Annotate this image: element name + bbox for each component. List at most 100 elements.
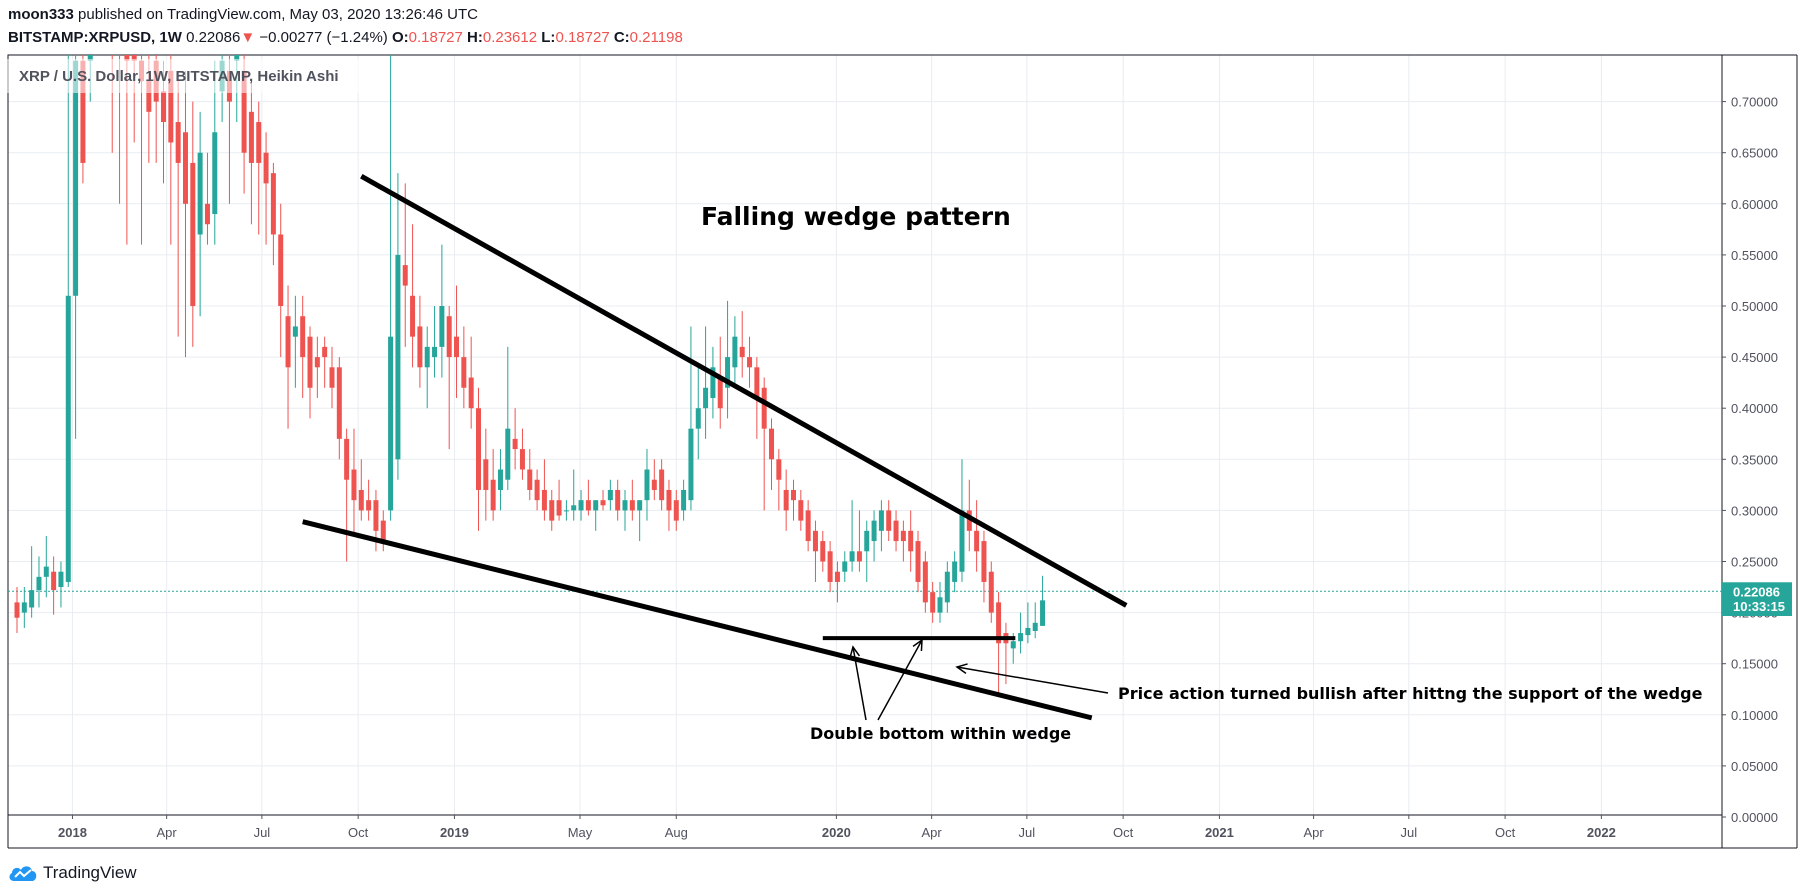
candle-down	[51, 556, 57, 615]
candle-down	[329, 346, 335, 409]
candle-body	[805, 510, 811, 542]
candle-body	[36, 576, 42, 591]
candle-up	[622, 489, 628, 531]
candle-body	[717, 377, 723, 409]
arrow-shaft	[956, 666, 1109, 694]
candle-down	[790, 479, 796, 521]
publisher-username[interactable]: moon333	[8, 6, 74, 23]
candle-down	[666, 479, 672, 531]
candle-down	[769, 418, 775, 490]
time-tick-label: Apr	[1303, 825, 1324, 840]
candle-up	[703, 326, 709, 439]
candle-body	[417, 326, 423, 368]
candle-body	[505, 428, 511, 480]
candle-body	[908, 530, 914, 552]
candle-body	[73, 60, 79, 296]
candle-body	[812, 530, 818, 552]
candle-up	[695, 367, 701, 460]
candle-down	[366, 479, 372, 521]
candle-down	[988, 561, 994, 623]
candle-body	[424, 346, 430, 368]
publisher-text: published on TradingView.com, May 03, 20…	[78, 6, 478, 23]
candle-body	[190, 162, 196, 306]
candle-body	[475, 408, 481, 490]
candle-up	[197, 111, 203, 317]
time-tick-label: 2020	[822, 825, 851, 840]
candle-body	[358, 489, 364, 511]
price-tick-label: 0.30000	[1731, 503, 1778, 518]
candle-body	[21, 602, 27, 613]
double-bottom-annotation[interactable]: Double bottom within wedge	[810, 724, 1071, 743]
candle-down	[527, 449, 533, 501]
candle-down	[534, 469, 540, 511]
candle-body	[161, 91, 167, 123]
candle-body	[922, 561, 928, 603]
candle-body	[783, 489, 789, 511]
candle-body	[351, 469, 357, 501]
candle-down	[856, 510, 862, 572]
candle-down	[827, 541, 833, 593]
candle-down	[446, 306, 452, 450]
candle-down	[805, 500, 811, 552]
bar-countdown-badge	[1722, 597, 1792, 616]
price-tick-label: 0.70000	[1731, 95, 1778, 110]
ohlc-line: BITSTAMP:XRPUSD, 1W 0.22086▼ −0.00277 (−…	[8, 29, 683, 46]
time-tick-label: Oct	[1495, 825, 1516, 840]
candle-up	[959, 459, 965, 582]
candle-down	[307, 326, 313, 419]
arrow-head	[955, 663, 968, 675]
time-tick-label: 2019	[440, 825, 469, 840]
candle-body	[659, 469, 665, 501]
candle-body	[124, 55, 130, 61]
wedge-resistance-line	[360, 174, 1128, 608]
candle-down	[461, 326, 467, 409]
candle-body	[519, 449, 525, 470]
candle-up	[424, 326, 430, 409]
candle-up	[395, 173, 401, 480]
candle-up	[864, 520, 870, 582]
candle-body	[461, 357, 467, 388]
candle-body	[58, 571, 64, 588]
candle-up	[871, 510, 877, 562]
candle-body	[1032, 622, 1038, 631]
candles	[14, 55, 1046, 695]
candle-down	[600, 489, 606, 511]
candle-body	[849, 551, 855, 562]
candle-down	[585, 479, 591, 516]
candle-body	[234, 55, 240, 61]
candle-body	[446, 316, 452, 358]
candle-body	[263, 152, 269, 184]
candle-body	[292, 326, 298, 337]
candle-down	[930, 581, 936, 623]
candle-body	[65, 295, 71, 582]
tradingview-brand[interactable]: TradingView	[8, 861, 137, 885]
price-tick-label: 0.60000	[1731, 197, 1778, 212]
candle-body	[373, 500, 379, 531]
candle-body	[395, 254, 401, 460]
time-tick-label: Apr	[922, 825, 943, 840]
symbol-label: BITSTAMP:XRPUSD, 1W	[8, 29, 182, 46]
bullish-note-annotation[interactable]: Price action turned bullish after hittng…	[1118, 684, 1703, 703]
time-tick-label: Apr	[157, 825, 178, 840]
change-down-icon: ▼	[240, 29, 256, 46]
candle-down	[182, 70, 188, 358]
candle-body	[534, 479, 540, 501]
candle-body	[549, 500, 555, 521]
candle-down	[204, 152, 210, 245]
candle-body	[769, 428, 775, 460]
tradingview-brand-label: TradingView	[43, 863, 137, 882]
candle-body	[285, 316, 291, 368]
candle-down	[322, 336, 328, 388]
candle-body	[1025, 627, 1031, 636]
candle-body	[51, 571, 57, 591]
candle-body	[834, 571, 840, 582]
wedge-title-annotation[interactable]: Falling wedge pattern	[701, 202, 1011, 231]
candle-body	[410, 295, 416, 337]
candle-body	[571, 505, 577, 511]
candle-down	[454, 285, 460, 398]
candle-body	[527, 469, 533, 490]
open-label: O:	[391, 29, 409, 46]
candle-up	[73, 55, 79, 439]
candle-down	[175, 81, 181, 337]
